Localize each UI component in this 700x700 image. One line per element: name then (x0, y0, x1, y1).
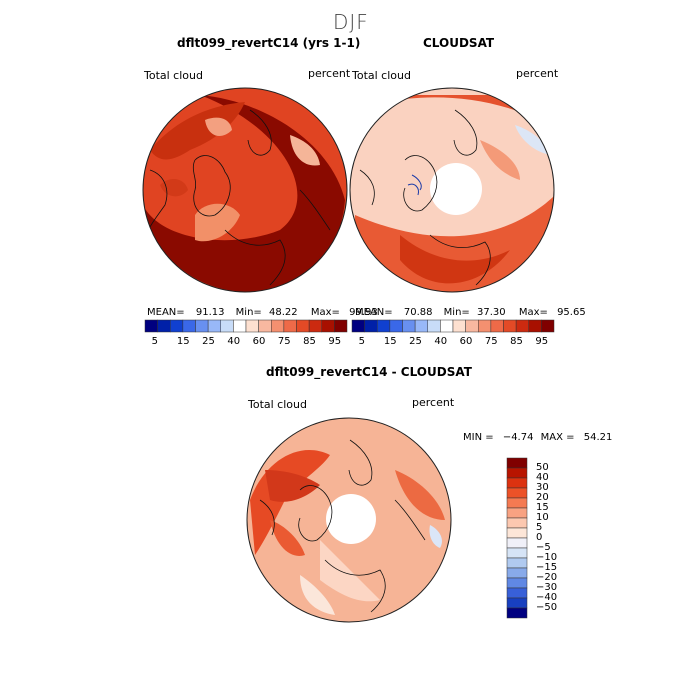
colorbar-tick-label: 75 (484, 336, 498, 347)
colorbar-swatch (506, 507, 528, 519)
colorbar-swatch (506, 607, 528, 619)
colorbar-tick-label: 5 (151, 336, 158, 347)
colorbar-tick-label: 15 (176, 336, 190, 347)
panel-1-mean-value: 91.13 (195, 307, 225, 318)
colorbar-tick-label: 20 (536, 492, 549, 503)
polar-map-cloudsat-border (349, 87, 555, 293)
diff-panel-title: dflt099_revertC14 - CLOUDSAT (266, 365, 472, 379)
colorbar-tick-label: −15 (536, 562, 558, 573)
colorbar-tick-label: 30 (536, 482, 549, 493)
panel-1-min-label: Min= (235, 307, 262, 318)
colorbar-tick-label: 5 (536, 522, 543, 533)
colorbar-difference (506, 457, 528, 619)
colorbar-swatch (506, 597, 528, 609)
colorbar-swatch (506, 497, 528, 509)
colorbar-swatch (506, 487, 528, 499)
panel-2-title: CLOUDSAT (423, 36, 495, 50)
colorbar-swatch (541, 319, 555, 333)
colorbar-tick-label: 50 (536, 462, 549, 473)
colorbar-tick-label: 10 (536, 512, 549, 523)
colorbar-tick-label: −50 (536, 602, 558, 613)
colorbar-tick-label: 85 (303, 336, 316, 347)
panel-2-max-label: Max= (518, 307, 548, 318)
colorbar-swatch (506, 517, 528, 529)
colorbar-tick-label: −30 (536, 582, 558, 593)
colorbar-swatch (506, 527, 528, 539)
panel-2-max-value: 95.65 (557, 307, 586, 318)
diff-min-value: −4.74 (502, 432, 534, 443)
polar-map-cloudsat-hole (430, 163, 482, 215)
panel-2-mean-value: 70.88 (403, 307, 433, 318)
colorbar-tick-label: 25 (409, 336, 422, 347)
polar-map-model-border (142, 87, 348, 293)
panel-1-min-value: 48.22 (268, 307, 298, 318)
panel-2-min-label: Min= (443, 307, 470, 318)
polar-map-difference-border (246, 417, 452, 623)
panel-2-mean-label: MEAN= (355, 307, 393, 318)
panel-2-field-label: Total cloud (352, 69, 411, 82)
panel-1-stats: MEAN= 91.13 Min= 48.22 Max= 99.93 (147, 307, 378, 318)
colorbar-tick-label: 25 (202, 336, 215, 347)
panel-2-units-label: percent (516, 67, 559, 80)
colorbar-swatch (506, 477, 528, 489)
diff-max-value: 54.21 (583, 432, 613, 443)
colorbar-tick-label: 5 (358, 336, 365, 347)
colorbar-tick-label: 60 (459, 336, 473, 347)
panel-1-max-value: 99.93 (349, 307, 378, 318)
colorbar-swatch (506, 557, 528, 569)
colorbar-tick-label: 95 (328, 336, 342, 347)
polar-map-difference-hole (326, 494, 376, 544)
colorbar-swatch (506, 467, 528, 479)
panel-1-max-label: Max= (310, 307, 340, 318)
colorbar-swatch (506, 577, 528, 589)
colorbar-swatch (506, 587, 528, 599)
colorbar-model (144, 319, 348, 333)
panel-2-min-value: 37.30 (476, 307, 506, 318)
panel-1-title: dflt099_revertC14 (yrs 1-1) (177, 36, 361, 50)
colorbar-tick-label: 0 (536, 532, 543, 543)
diff-panel-field-label: Total cloud (248, 398, 307, 411)
colorbar-tick-label: 60 (252, 336, 266, 347)
panel-1-mean-label: MEAN= (147, 307, 185, 318)
colorbar-tick-label: −5 (536, 542, 551, 553)
colorbar-cloudsat (351, 319, 555, 333)
colorbar-tick-label: 85 (510, 336, 523, 347)
colorbar-swatch (506, 567, 528, 579)
colorbar-tick-label: 40 (434, 336, 448, 347)
colorbar-tick-label: −20 (536, 572, 558, 583)
colorbar-tick-label: 15 (536, 502, 549, 513)
colorbar-swatch (334, 319, 348, 333)
colorbar-tick-label: 95 (535, 336, 549, 347)
colorbar-tick-label: 40 (227, 336, 241, 347)
colorbar-tick-label: −10 (536, 552, 558, 563)
colorbar-swatch (506, 457, 528, 469)
colorbar-tick-label: 75 (277, 336, 291, 347)
diff-min-label: MIN = (463, 432, 494, 443)
diff-max-label: MAX = (540, 432, 575, 443)
panel-1-field-label: Total cloud (144, 69, 203, 82)
colorbar-tick-label: 40 (536, 472, 549, 483)
colorbar-swatch (506, 547, 528, 559)
diff-panel-units-label: percent (412, 396, 455, 409)
panel-2-stats: MEAN= 70.88 Min= 37.30 Max= 95.65 (355, 307, 586, 318)
season-title: DJF (333, 10, 369, 34)
colorbar-tick-label: −40 (536, 592, 558, 603)
diff-panel-stats: MIN = −4.74 MAX = 54.21 (463, 432, 612, 443)
colorbar-tick-label: 15 (383, 336, 397, 347)
panel-1-units-label: percent (308, 67, 351, 80)
colorbar-swatch (506, 537, 528, 549)
